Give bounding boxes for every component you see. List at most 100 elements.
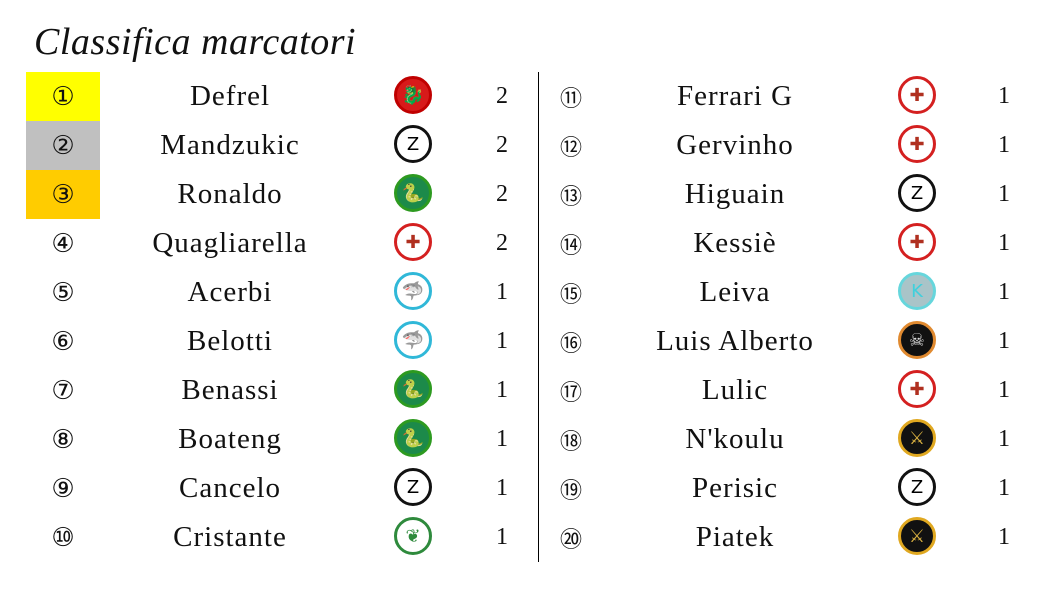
rank-badge: ⑭ (559, 233, 582, 259)
player-name: N'koulu (685, 423, 785, 455)
crusader-team-logo-icon: ✚ (394, 223, 432, 261)
zorro-team-logo-icon: Z (394, 125, 432, 163)
goals-count: 1 (998, 524, 1010, 550)
player-name: Lulic (701, 374, 769, 406)
rank-badge: ⑱ (559, 429, 582, 455)
snake-team-logo-icon: 🐍 (394, 419, 432, 457)
scorer-row: ⑧ Boateng 🐍 1 (26, 415, 546, 464)
player-name: Leiva (699, 276, 771, 308)
player-name: Piatek (695, 521, 775, 553)
player-name: Quagliarella (152, 227, 308, 259)
rank-badge: ⑳ (559, 527, 582, 553)
zorro-team-logo-icon: Z (898, 468, 936, 506)
player-name: Higuain (684, 178, 786, 210)
page-title: Classifica marcatori (34, 21, 357, 63)
goals-count: 2 (496, 132, 508, 158)
player-name: Ferrari G (676, 80, 794, 112)
goals-count: 1 (998, 377, 1010, 403)
scorer-row: ③ Ronaldo 🐍 2 (26, 170, 546, 219)
scorer-row: ⑯ Luis Alberto ☠ 1 (534, 317, 1050, 366)
scorer-row: ⑱ N'koulu ⚔ 1 (534, 415, 1050, 464)
rank-badge: ① (26, 72, 100, 121)
goals-count: 1 (496, 475, 508, 501)
kite-team-logo-icon: K (898, 272, 936, 310)
scorer-row: ⑦ Benassi 🐍 1 (26, 366, 546, 415)
scorer-row: ⑭ Kessiè ✚ 1 (534, 219, 1050, 268)
player-name: Acerbi (187, 276, 273, 308)
rank-badge: ④ (51, 228, 75, 259)
goals-count: 1 (496, 328, 508, 354)
crusader-team-logo-icon: ✚ (898, 125, 936, 163)
player-name: Benassi (181, 374, 279, 406)
goals-count: 1 (496, 279, 508, 305)
goals-count: 1 (496, 377, 508, 403)
ornithio-team-logo-icon: ❦ (394, 517, 432, 555)
player-name: Kessiè (693, 227, 777, 259)
goals-count: 2 (496, 230, 508, 256)
shark-team-logo-icon: 🦈 (394, 272, 432, 310)
rank-badge: ⑩ (51, 522, 75, 553)
scorer-row: ⑰ Lulic ✚ 1 (534, 366, 1050, 415)
rank-badge: ② (26, 121, 100, 170)
crusader-team-logo-icon: ✚ (898, 223, 936, 261)
player-name: Mandzukic (160, 129, 300, 161)
scorer-row: ⑪ Ferrari G ✚ 1 (534, 72, 1050, 121)
player-name: Boateng (178, 423, 282, 455)
goals-count: 1 (998, 83, 1010, 109)
scorer-row: ⑬ Higuain Z 1 (534, 170, 1050, 219)
viking-team-logo-icon: ⚔ (898, 419, 936, 457)
goals-count: 2 (496, 181, 508, 207)
column-divider (538, 72, 539, 562)
player-name: Gervinho (676, 129, 794, 161)
crusader-team-logo-icon: ✚ (898, 370, 936, 408)
scorer-row: ⑩ Cristante ❦ 1 (26, 513, 546, 562)
scorer-row: ⑤ Acerbi 🦈 1 (26, 268, 546, 317)
player-name: Ronaldo (177, 178, 283, 210)
goals-count: 1 (998, 475, 1010, 501)
scorer-row: ⑨ Cancelo Z 1 (26, 464, 546, 513)
player-name: Cancelo (178, 472, 281, 504)
rank-badge: ③ (26, 170, 100, 219)
rank-badge: ⑰ (559, 380, 582, 406)
goals-count: 1 (998, 328, 1010, 354)
scorer-row: ⑥ Belotti 🦈 1 (26, 317, 546, 366)
scorer-row: ① Defrel 🐉 2 (26, 72, 546, 121)
scorer-row: ⑫ Gervinho ✚ 1 (534, 121, 1050, 170)
zorro-team-logo-icon: Z (898, 174, 936, 212)
viking-team-logo-icon: ⚔ (898, 517, 936, 555)
goals-count: 1 (998, 426, 1010, 452)
goals-count: 2 (496, 83, 508, 109)
player-name: Belotti (187, 325, 273, 357)
rank-badge: ⑤ (51, 277, 75, 308)
snake-team-logo-icon: 🐍 (394, 370, 432, 408)
rank-badge: ⑧ (51, 424, 75, 455)
rank-badge: ⑪ (559, 86, 582, 112)
scorer-row: ⑳ Piatek ⚔ 1 (534, 513, 1050, 562)
pirate-team-logo-icon: ☠ (898, 321, 936, 359)
goals-count: 1 (998, 230, 1010, 256)
rank-badge: ⑯ (559, 331, 582, 357)
goals-count: 1 (496, 426, 508, 452)
rank-badge: ⑥ (51, 326, 75, 357)
scorer-row: ⑮ Leiva K 1 (534, 268, 1050, 317)
goals-count: 1 (998, 279, 1010, 305)
dragon-team-logo-icon: 🐉 (394, 76, 432, 114)
rank-badge: ⑨ (51, 473, 75, 504)
player-name: Perisic (692, 472, 778, 504)
player-name: Defrel (189, 80, 271, 112)
player-name: Cristante (173, 521, 287, 553)
crusader-team-logo-icon: ✚ (898, 76, 936, 114)
rank-badge: ⑦ (51, 375, 75, 406)
rank-badge: ⑮ (559, 282, 582, 308)
rank-badge: ⑫ (559, 135, 582, 161)
rank-badge: ⑬ (559, 184, 582, 210)
rank-badge: ⑲ (559, 478, 582, 504)
goals-count: 1 (998, 181, 1010, 207)
goals-count: 1 (496, 524, 508, 550)
scorer-row: ④ Quagliarella ✚ 2 (26, 219, 546, 268)
zorro-team-logo-icon: Z (394, 468, 432, 506)
goals-count: 1 (998, 132, 1010, 158)
scorer-row: ⑲ Perisic Z 1 (534, 464, 1050, 513)
player-name: Luis Alberto (656, 325, 814, 357)
scorer-row: ② Mandzukic Z 2 (26, 121, 546, 170)
